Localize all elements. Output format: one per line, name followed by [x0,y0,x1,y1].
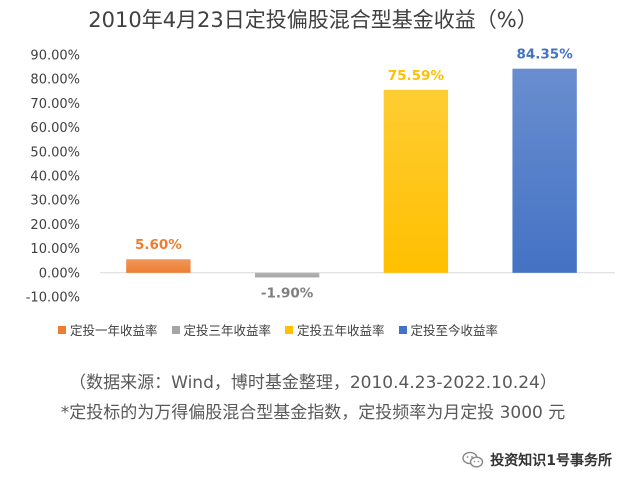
bar-2 [254,272,320,278]
legend-item: 定投至今收益率 [398,320,499,339]
y-tick-label: 10.00% [30,242,80,257]
index-note: *定投标的为万得偏股混合型基金指数，定投频率为月定投 3000 元 [60,403,566,423]
y-tick-label: 90.00% [30,49,80,64]
legend-swatch [285,325,294,334]
source-note: （数据来源：Wind，博时基金整理，2010.4.23-2022.10.24） [69,373,557,393]
wechat-icon [462,451,484,468]
legend-swatch [171,325,180,334]
legend-swatch [58,325,66,334]
legend-item: 定投五年收益率 [285,320,385,339]
watermark: 投资知识1号事务所 [462,450,612,470]
bars [126,68,577,278]
y-tick-label: 60.00% [30,121,80,136]
chart-title: 2010年4月23日定投偏股混合型基金收益（%） [88,8,538,32]
y-tick-label: 30.00% [30,194,80,209]
legend-item: 定投一年收益率 [58,320,158,339]
data-label: -1.90% [261,285,314,301]
y-tick-label: 80.00% [30,73,80,88]
legend-label: 定投至今收益率 [410,323,499,338]
data-label: 75.59% [388,68,445,84]
y-tick-label: 70.00% [30,97,80,112]
y-tick-label: 20.00% [30,218,80,233]
bar-1 [126,259,191,273]
data-labels: 5.60% -1.90% 75.59% 84.35% [135,47,573,302]
legend-item: 定投三年收益率 [171,320,272,339]
y-tick-label: 40.00% [30,170,80,185]
y-tick-label: 0.00% [39,266,80,281]
bar-3 [383,89,449,273]
legend-label: 定投五年收益率 [297,323,385,338]
bar-4 [512,68,577,273]
y-tick-label: 50.00% [30,145,80,160]
legend: 定投一年收益率 定投三年收益率 定投五年收益率 定投至今收益率 [58,320,618,339]
legend-swatch [398,325,407,334]
legend-label: 定投一年收益率 [70,323,158,338]
watermark-text: 投资知识1号事务所 [490,453,612,469]
legend-label: 定投三年收益率 [183,323,272,338]
data-label: 84.35% [517,47,574,63]
y-axis: -10.00% 0.00% 10.00% 20.00% 30.00% 40.00% 50.0… [26,49,80,306]
y-tick-label: -10.00% [26,291,80,306]
bar-chart: -10.00% 0.00% 10.00% 20.00% 30.00% 40.00% 50.0… [26,47,615,306]
data-label: 5.60% [135,237,182,253]
